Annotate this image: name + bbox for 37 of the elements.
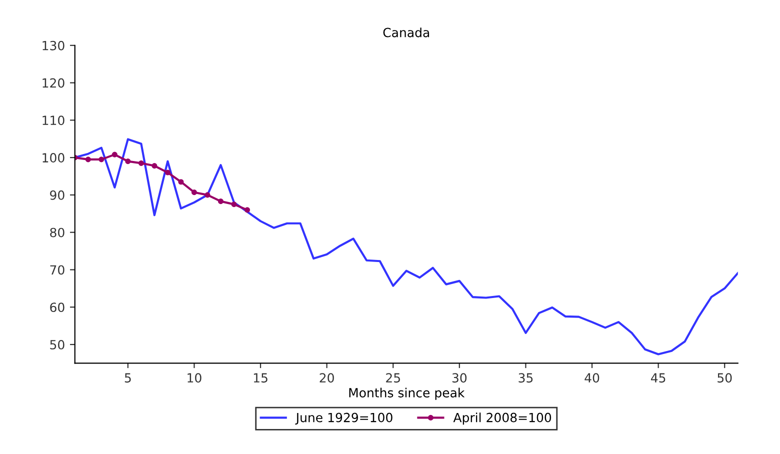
y-tick-label: 100 bbox=[42, 153, 64, 162]
legend-label: April 2008=100 bbox=[453, 412, 552, 425]
x-tick-label: 30 bbox=[452, 373, 467, 383]
y-tick-label: 60 bbox=[50, 302, 64, 312]
point bbox=[244, 207, 250, 213]
x-tick-label: 45 bbox=[650, 373, 666, 383]
x-tick-label: 10 bbox=[188, 373, 202, 383]
y-tick-label: 90 bbox=[50, 190, 64, 200]
point bbox=[125, 158, 131, 164]
point bbox=[85, 156, 91, 162]
point bbox=[112, 152, 118, 158]
point bbox=[138, 160, 144, 166]
y-tick-label: 120 bbox=[42, 78, 64, 88]
point bbox=[204, 192, 210, 198]
legend-label: June 1929=100 bbox=[295, 412, 392, 425]
y-tick-label: 130 bbox=[42, 40, 64, 50]
y-tick-label: 80 bbox=[50, 228, 64, 238]
y-tick-label: 70 bbox=[50, 265, 64, 275]
point bbox=[178, 179, 184, 185]
x-tick-label: 35 bbox=[518, 373, 533, 383]
point bbox=[218, 198, 224, 204]
line-series bbox=[74, 138, 738, 356]
y-tick-label: 50 bbox=[50, 340, 64, 350]
point bbox=[164, 170, 170, 176]
x-tick-label: 50 bbox=[718, 373, 732, 383]
x-axis-title: Months since peak bbox=[349, 388, 465, 400]
x-tick-label: 15 bbox=[254, 373, 268, 383]
y-tick-label: 110 bbox=[42, 116, 64, 126]
point bbox=[231, 202, 237, 208]
x-tick-label: 25 bbox=[386, 373, 400, 383]
x-tick-label: 20 bbox=[320, 373, 334, 383]
point bbox=[152, 163, 158, 169]
point bbox=[98, 156, 104, 162]
x-tick-label: 5 bbox=[124, 373, 131, 383]
x-tick-label: 40 bbox=[584, 373, 600, 383]
point bbox=[191, 190, 197, 196]
chart-title: Canada bbox=[383, 28, 430, 38]
